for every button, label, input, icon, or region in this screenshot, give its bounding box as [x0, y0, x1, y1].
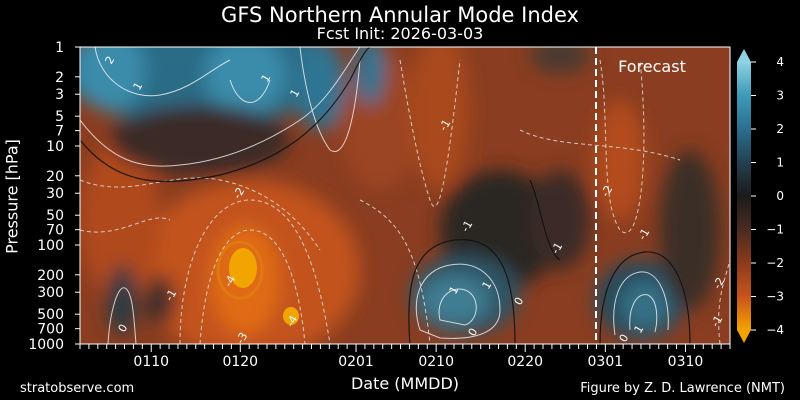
- y-tick-label: 2: [55, 70, 64, 86]
- chart-title: GFS Northern Annular Mode Index: [221, 3, 579, 27]
- colorbar-gradient: [737, 62, 751, 330]
- colorbar-tick-label: 2: [776, 122, 784, 136]
- colorbar-tick-label: −2: [766, 256, 784, 270]
- y-tick-label: 1000: [28, 337, 64, 353]
- colorbar-tick-label: 4: [776, 55, 784, 69]
- y-tick-label: 7: [55, 124, 64, 140]
- forecast-label: Forecast: [618, 57, 686, 76]
- plot-area: [80, 47, 730, 344]
- y-tick-label: 500: [37, 307, 64, 323]
- colorbar-tick-label: −4: [766, 323, 784, 337]
- credit-author: Figure by Z. D. Lawrence (NMT): [580, 381, 785, 396]
- y-tick-label: 1: [55, 40, 64, 56]
- x-tick-label: 0310: [668, 354, 704, 370]
- x-tick-label: 0120: [222, 354, 258, 370]
- y-axis-label: Pressure [hPa]: [2, 139, 22, 254]
- x-tick-label: 0301: [588, 354, 624, 370]
- x-axis-label: Date (MMDD): [350, 374, 460, 393]
- x-tick-label: 0220: [507, 354, 543, 370]
- credit-website: stratobserve.com: [20, 381, 135, 396]
- y-tick-label: 10: [46, 139, 64, 155]
- x-tick-label: 0210: [418, 354, 454, 370]
- colorbar-tick-label: 1: [776, 156, 784, 170]
- colorbar: 4 3 2 1 0 −1 −2 −3 −4: [737, 49, 784, 343]
- colorbar-tick-label: −1: [766, 223, 784, 237]
- y-tick-label: 5: [55, 109, 64, 125]
- y-tick-label: 200: [37, 268, 64, 284]
- colorbar-tick-label: 0: [776, 189, 784, 203]
- x-tick-label: 0110: [133, 354, 169, 370]
- chart-subtitle: Fcst Init: 2026-03-03: [316, 24, 484, 43]
- y-tick-label: 700: [37, 322, 64, 338]
- colorbar-top-extend: [737, 49, 751, 62]
- y-tick-label: 50: [46, 208, 64, 224]
- y-tick-label: 30: [46, 186, 64, 202]
- y-tick-label: 3: [55, 87, 64, 103]
- y-tick-label: 70: [46, 223, 64, 239]
- y-tick-label: 300: [37, 285, 64, 301]
- colorbar-tick-label: −3: [766, 290, 784, 304]
- x-axis: 0110 0120 0201 0210 0220 0301 0310: [79, 344, 731, 370]
- y-tick-label: 20: [46, 169, 64, 185]
- y-tick-label: 100: [37, 238, 64, 254]
- plot-frame: [79, 46, 731, 345]
- x-tick-label: 0201: [338, 354, 374, 370]
- colorbar-bottom-extend: [737, 330, 751, 343]
- colorbar-tick-label: 3: [776, 89, 784, 103]
